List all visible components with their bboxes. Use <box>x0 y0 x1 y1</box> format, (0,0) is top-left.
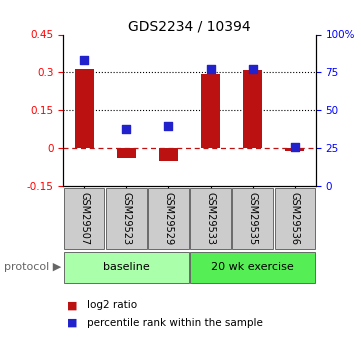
Text: ■: ■ <box>67 300 77 310</box>
Bar <box>64 188 104 249</box>
Text: 20 wk exercise: 20 wk exercise <box>211 263 294 272</box>
Bar <box>190 252 315 283</box>
Text: log2 ratio: log2 ratio <box>87 300 137 310</box>
Bar <box>106 188 147 249</box>
Text: GSM29523: GSM29523 <box>121 192 131 245</box>
Bar <box>75 69 94 148</box>
Text: baseline: baseline <box>103 263 150 272</box>
Bar <box>159 148 178 161</box>
Point <box>123 126 129 131</box>
Bar <box>190 188 231 249</box>
Bar <box>285 148 304 151</box>
Point <box>292 144 298 150</box>
Bar <box>117 148 136 158</box>
Text: GSM29536: GSM29536 <box>290 192 300 245</box>
Point <box>81 58 87 63</box>
Bar <box>148 188 189 249</box>
Text: ■: ■ <box>67 318 77 327</box>
Bar <box>64 252 189 283</box>
Point <box>250 67 256 72</box>
Text: GSM29507: GSM29507 <box>79 192 89 245</box>
Text: protocol ▶: protocol ▶ <box>4 263 61 272</box>
Bar <box>243 70 262 148</box>
Text: GSM29533: GSM29533 <box>205 192 216 245</box>
Title: GDS2234 / 10394: GDS2234 / 10394 <box>128 19 251 33</box>
Text: GSM29529: GSM29529 <box>164 192 174 245</box>
Point <box>166 123 171 128</box>
Point <box>208 67 213 72</box>
Text: percentile rank within the sample: percentile rank within the sample <box>87 318 262 327</box>
Bar <box>232 188 273 249</box>
Bar <box>201 74 220 148</box>
Text: GSM29535: GSM29535 <box>248 192 258 245</box>
Bar <box>275 188 315 249</box>
